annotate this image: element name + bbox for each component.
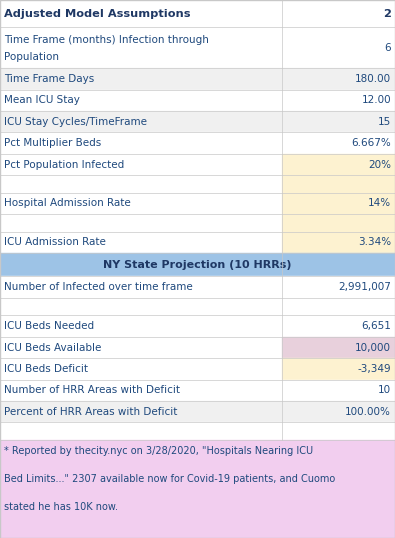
Text: Time Frame Days: Time Frame Days (4, 74, 94, 84)
Bar (0, 380, 282, 401)
Bar (282, 253, 395, 277)
Bar (0, 68, 282, 89)
Text: -3,349: -3,349 (357, 364, 391, 374)
Bar (0, 401, 282, 422)
Bar (282, 298, 395, 315)
Bar (282, 401, 395, 422)
Bar (282, 0, 395, 27)
Bar (0, 253, 282, 277)
Bar (282, 315, 395, 337)
Bar (282, 68, 395, 89)
Text: ICU Beds Deficit: ICU Beds Deficit (4, 364, 88, 374)
Text: NY State Projection (10 HRRs): NY State Projection (10 HRRs) (103, 260, 292, 270)
Bar (0, 111, 282, 132)
Bar (0, 27, 282, 68)
Text: 180.00: 180.00 (355, 74, 391, 84)
Bar (0, 440, 395, 538)
Bar (282, 277, 395, 298)
Bar (0, 89, 282, 111)
Bar (0, 337, 282, 358)
Text: 3.34%: 3.34% (358, 237, 391, 247)
Bar (282, 132, 395, 154)
Bar (0, 214, 282, 232)
Text: ICU Beds Available: ICU Beds Available (4, 343, 102, 352)
Bar (282, 154, 395, 175)
Bar (282, 232, 395, 253)
Bar (0, 132, 282, 154)
Bar (282, 111, 395, 132)
Bar (282, 337, 395, 358)
Text: 12.00: 12.00 (361, 95, 391, 105)
Bar (0, 0, 282, 27)
Bar (0, 298, 282, 315)
Text: Hospital Admission Rate: Hospital Admission Rate (4, 199, 131, 208)
Bar (0, 193, 282, 214)
Text: ICU Beds Needed: ICU Beds Needed (4, 321, 94, 331)
Bar (0, 154, 282, 175)
Text: Adjusted Model Assumptions: Adjusted Model Assumptions (4, 9, 190, 19)
Text: Population: Population (4, 52, 59, 62)
Text: 20%: 20% (368, 159, 391, 169)
Bar (282, 422, 395, 440)
Text: 6: 6 (384, 43, 391, 53)
Text: ICU Admission Rate: ICU Admission Rate (4, 237, 106, 247)
Text: 2: 2 (383, 9, 391, 19)
Text: 6.667%: 6.667% (351, 138, 391, 148)
Text: 6,651: 6,651 (361, 321, 391, 331)
Text: * Reported by thecity.nyc on 3/28/2020, "Hospitals Nearing ICU: * Reported by thecity.nyc on 3/28/2020, … (4, 446, 313, 456)
Text: Number of Infected over time frame: Number of Infected over time frame (4, 282, 193, 292)
Bar (282, 27, 395, 68)
Text: 14%: 14% (368, 199, 391, 208)
Text: Pct Population Infected: Pct Population Infected (4, 159, 124, 169)
Text: 10,000: 10,000 (355, 343, 391, 352)
Text: 10: 10 (378, 385, 391, 395)
Text: Bed Limits..." 2307 available now for Covid-19 patients, and Cuomo: Bed Limits..." 2307 available now for Co… (4, 474, 335, 484)
Bar (0, 358, 282, 380)
Bar (282, 214, 395, 232)
Text: ICU Stay Cycles/TimeFrame: ICU Stay Cycles/TimeFrame (4, 117, 147, 126)
Text: 15: 15 (378, 117, 391, 126)
Bar (282, 175, 395, 193)
Bar (0, 422, 282, 440)
Bar (282, 193, 395, 214)
Bar (0, 175, 282, 193)
Text: Pct Multiplier Beds: Pct Multiplier Beds (4, 138, 101, 148)
Text: 100.00%: 100.00% (345, 407, 391, 417)
Bar (0, 232, 282, 253)
Bar (0, 277, 282, 298)
Bar (282, 380, 395, 401)
Text: Number of HRR Areas with Deficit: Number of HRR Areas with Deficit (4, 385, 180, 395)
Bar (282, 89, 395, 111)
Text: 2,991,007: 2,991,007 (338, 282, 391, 292)
Bar (282, 358, 395, 380)
Text: Time Frame (months) Infection through: Time Frame (months) Infection through (4, 36, 209, 45)
Text: Mean ICU Stay: Mean ICU Stay (4, 95, 80, 105)
Text: stated he has 10K now.: stated he has 10K now. (4, 502, 118, 512)
Text: Percent of HRR Areas with Deficit: Percent of HRR Areas with Deficit (4, 407, 177, 417)
Bar (0, 315, 282, 337)
